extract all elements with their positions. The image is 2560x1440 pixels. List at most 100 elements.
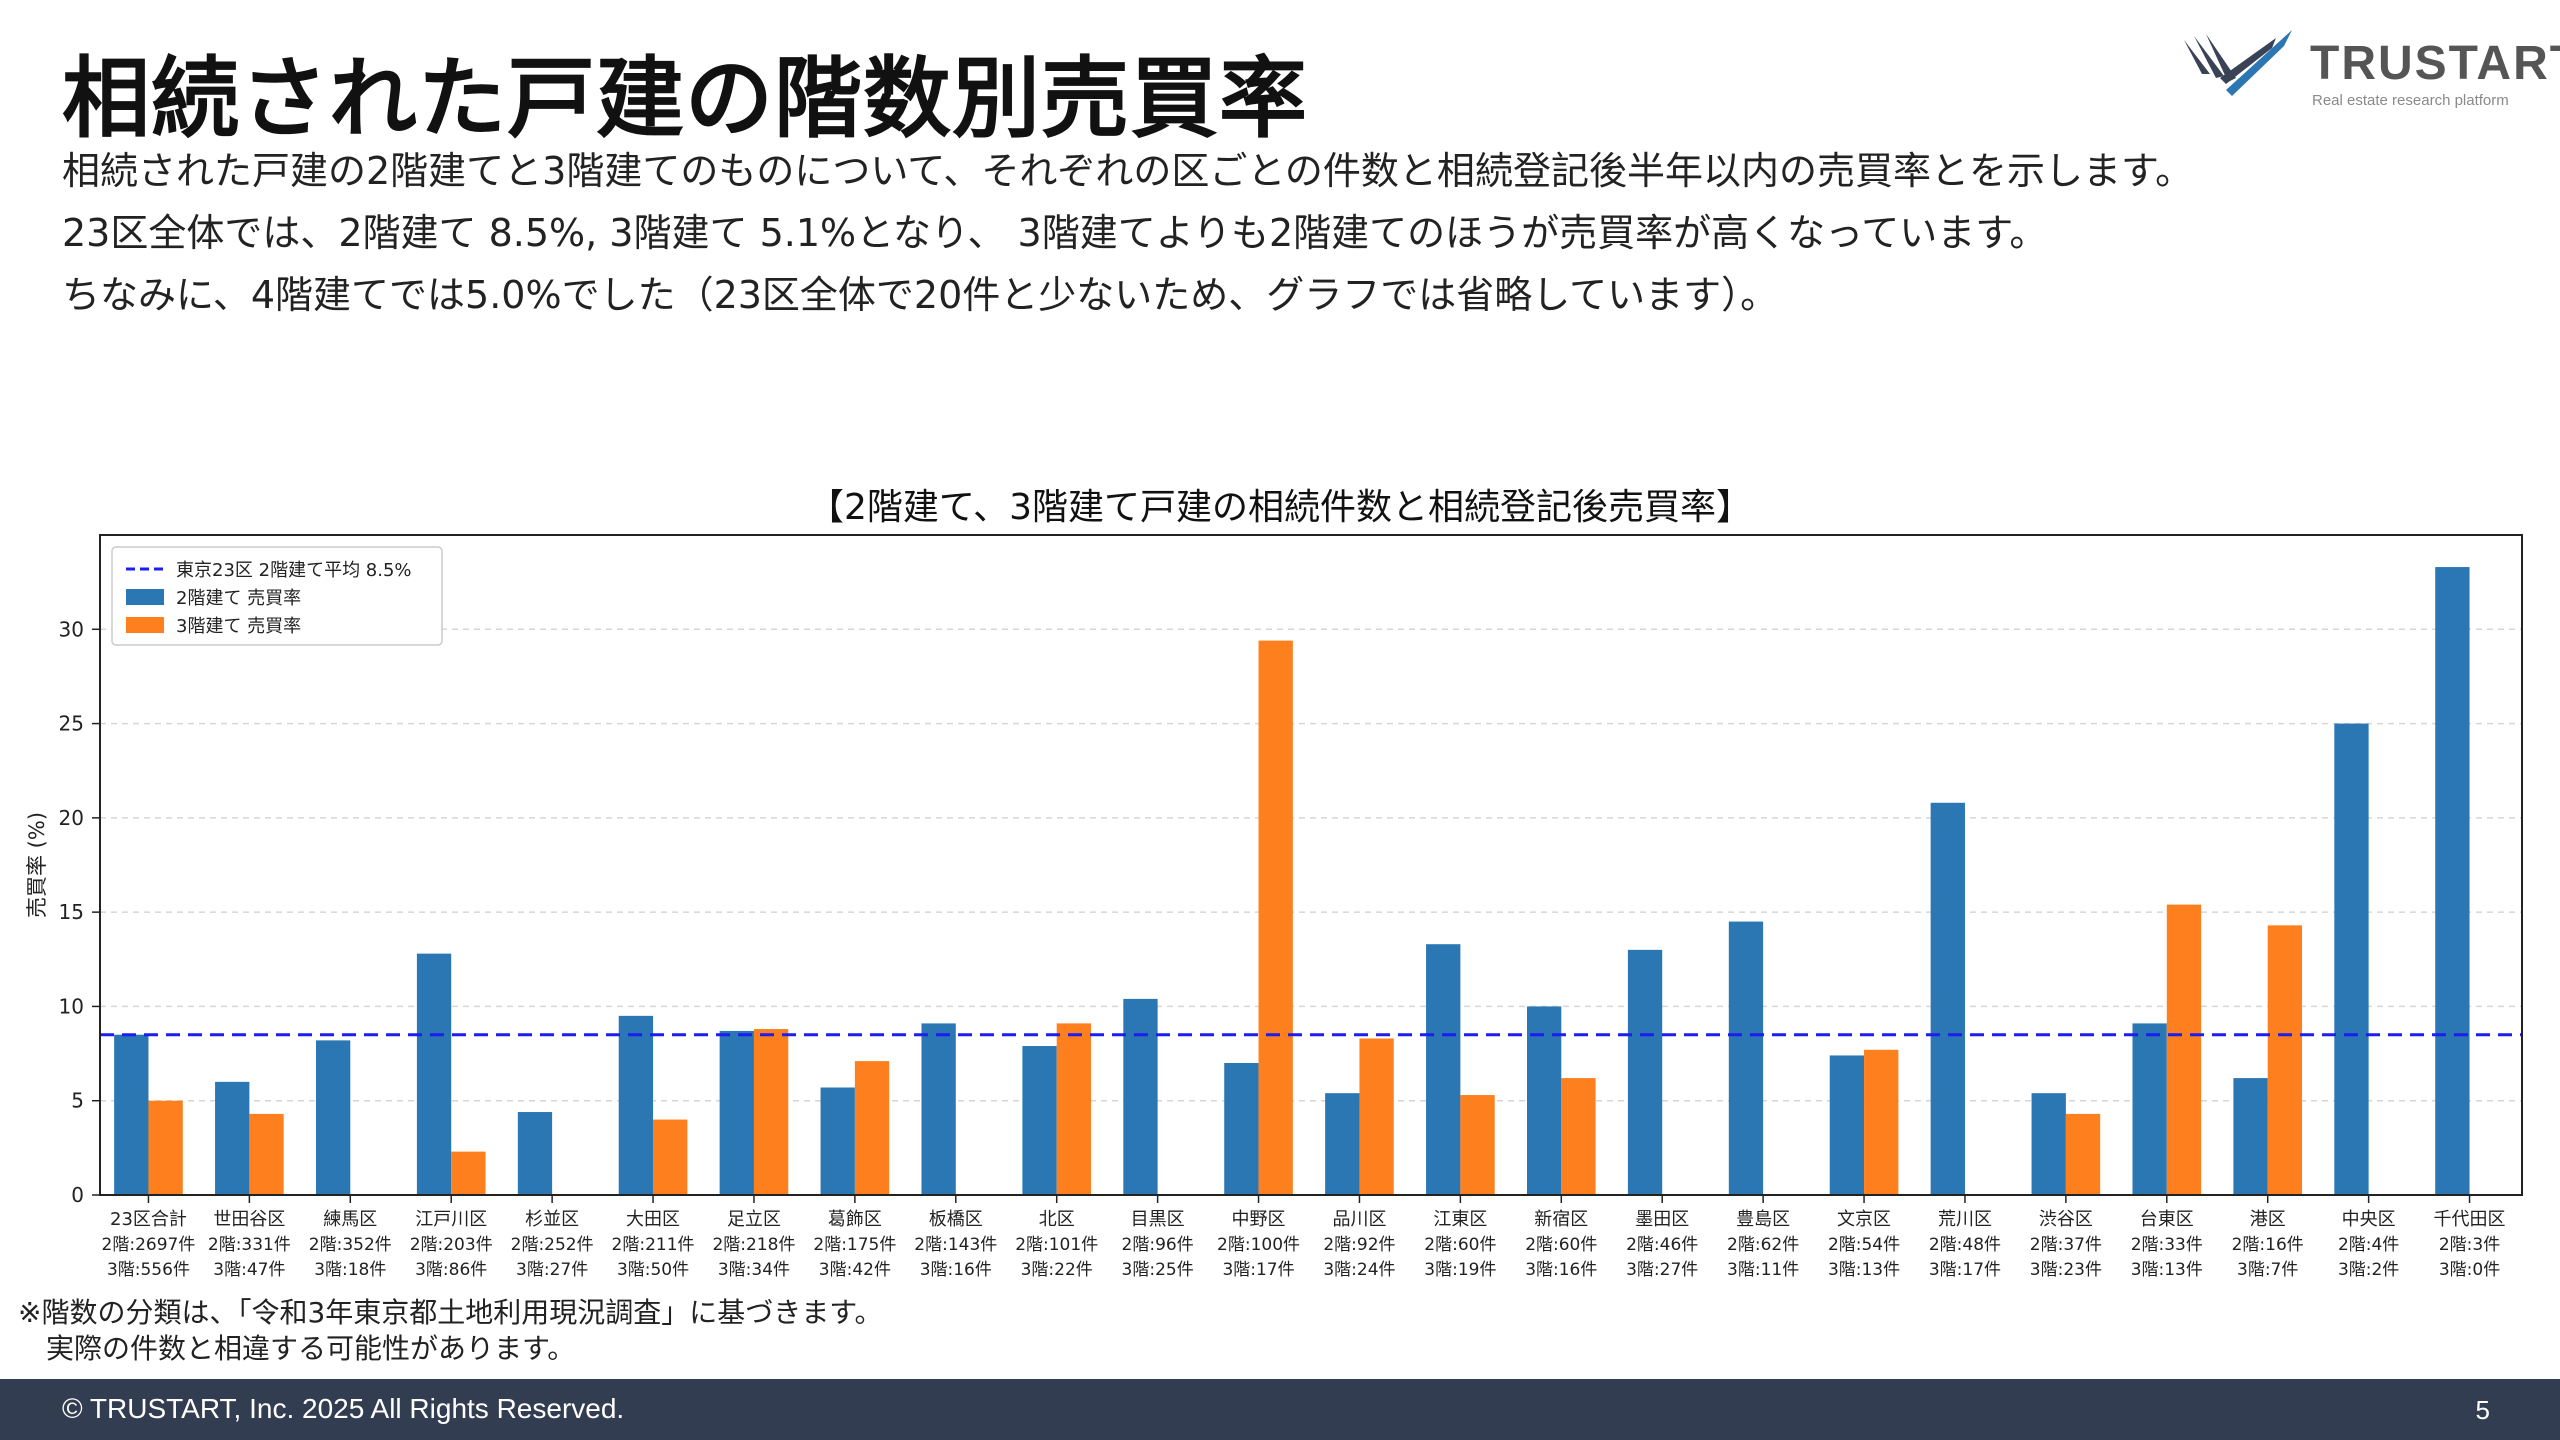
x-tick-label: 世田谷区 bbox=[213, 1209, 285, 1230]
bar-2f bbox=[1022, 1046, 1057, 1195]
x-tick-label: 江東区 bbox=[1433, 1209, 1487, 1230]
x-count-label-3f: 3階:2件 bbox=[2338, 1260, 2399, 1280]
bar-3f bbox=[1359, 1038, 1394, 1195]
x-count-label-2f: 2階:331件 bbox=[208, 1235, 291, 1255]
bar-2f bbox=[820, 1087, 855, 1195]
bar-2f bbox=[921, 1023, 956, 1195]
x-count-label-3f: 3階:556件 bbox=[107, 1260, 190, 1280]
bar-2f bbox=[2132, 1023, 2167, 1195]
x-tick-label: 足立区 bbox=[727, 1209, 781, 1230]
y-tick-label: 20 bbox=[59, 806, 84, 830]
bar-2f bbox=[1930, 802, 1965, 1195]
y-tick-label: 5 bbox=[71, 1089, 84, 1113]
bar-3f bbox=[2267, 925, 2303, 1195]
bar-2f bbox=[1829, 1055, 1865, 1195]
footnote-line-1: ※階数の分類は、「令和3年東京都土地利用現況調査」に基づきます。 bbox=[18, 1296, 883, 1329]
x-count-label-2f: 2階:4件 bbox=[2338, 1235, 2399, 1255]
plot-frame bbox=[99, 534, 2523, 1196]
legend-swatch-2f bbox=[126, 589, 164, 605]
logo-tagline: Real estate research platform bbox=[2312, 92, 2509, 109]
legend-label-reference: 東京23区 2階建て平均 8.5% bbox=[176, 560, 412, 581]
x-tick-label: 渋谷区 bbox=[2039, 1209, 2093, 1230]
logo-text: TRUSTART bbox=[2310, 37, 2560, 90]
x-count-label-2f: 2階:54件 bbox=[1828, 1235, 1900, 1255]
x-count-label-2f: 2階:37件 bbox=[2030, 1235, 2102, 1255]
x-count-label-2f: 2階:101件 bbox=[1015, 1235, 1098, 1255]
x-count-label-2f: 2階:175件 bbox=[813, 1235, 896, 1255]
footnote: ※階数の分類は、「令和3年東京都土地利用現況調査」に基づきます。 実際の件数と相… bbox=[18, 1295, 882, 1367]
x-count-label-2f: 2階:96件 bbox=[1122, 1235, 1194, 1255]
x-count-label-2f: 2階:60件 bbox=[1424, 1235, 1496, 1255]
x-count-label-3f: 3階:27件 bbox=[1626, 1260, 1698, 1280]
x-tick-label: 中野区 bbox=[1232, 1209, 1286, 1230]
x-count-label-3f: 3階:16件 bbox=[1525, 1260, 1597, 1280]
x-count-label-3f: 3階:13件 bbox=[2131, 1260, 2203, 1280]
bar-3f bbox=[1258, 640, 1293, 1195]
x-count-label-2f: 2階:62件 bbox=[1727, 1235, 1799, 1255]
bar-2f bbox=[2031, 1093, 2066, 1195]
bar-2f bbox=[618, 1015, 654, 1195]
bar-3f bbox=[1864, 1049, 1899, 1195]
bar-2f bbox=[1325, 1093, 1360, 1195]
x-tick-label: 新宿区 bbox=[1534, 1209, 1588, 1230]
x-count-label-3f: 3階:19件 bbox=[1424, 1260, 1496, 1280]
x-tick-label: 港区 bbox=[2250, 1209, 2286, 1230]
x-count-label-2f: 2階:143件 bbox=[914, 1235, 997, 1255]
x-tick-label: 杉並区 bbox=[525, 1209, 579, 1230]
bar-3f bbox=[2166, 904, 2202, 1195]
x-tick-label: 台東区 bbox=[2140, 1209, 2194, 1230]
x-count-label-3f: 3階:17件 bbox=[1222, 1260, 1294, 1280]
x-count-label-3f: 3階:47件 bbox=[213, 1260, 285, 1280]
x-count-label-3f: 3階:18件 bbox=[314, 1260, 386, 1280]
y-tick-label: 30 bbox=[59, 617, 84, 641]
legend-swatch-3f bbox=[126, 617, 164, 633]
x-count-label-3f: 3階:16件 bbox=[920, 1260, 992, 1280]
legend-label-3f: 3階建て 売買率 bbox=[176, 616, 301, 637]
x-tick-label: 板橋区 bbox=[929, 1209, 983, 1230]
copyright: © TRUSTART, Inc. 2025 All Rights Reserve… bbox=[62, 1393, 625, 1424]
x-count-label-2f: 2階:46件 bbox=[1626, 1235, 1698, 1255]
x-tick-label: 練馬区 bbox=[323, 1209, 377, 1230]
x-tick-label: 大田区 bbox=[626, 1209, 680, 1230]
x-count-label-2f: 2階:92件 bbox=[1323, 1235, 1395, 1255]
page-number: 5 bbox=[2475, 1395, 2490, 1425]
x-tick-label: 23区合計 bbox=[110, 1209, 187, 1230]
x-count-label-3f: 3階:7件 bbox=[2237, 1260, 2298, 1280]
x-count-label-2f: 2階:218件 bbox=[712, 1235, 795, 1255]
bar-2f bbox=[1526, 1006, 1562, 1195]
bar-3f bbox=[2065, 1113, 2101, 1195]
x-count-label-2f: 2階:48件 bbox=[1929, 1235, 2001, 1255]
x-tick-label: 文京区 bbox=[1837, 1209, 1891, 1230]
bar-3f bbox=[1460, 1095, 1495, 1195]
x-count-label-3f: 3階:25件 bbox=[1122, 1260, 1194, 1280]
bar-2f bbox=[1627, 949, 1663, 1195]
x-count-label-2f: 2階:60件 bbox=[1525, 1235, 1597, 1255]
x-count-label-2f: 2階:352件 bbox=[309, 1235, 392, 1255]
footnote-line-2: 実際の件数と相違する可能性があります。 bbox=[46, 1332, 576, 1365]
bar-2f bbox=[2334, 723, 2369, 1195]
y-tick-label: 10 bbox=[59, 994, 84, 1018]
x-count-label-2f: 2階:33件 bbox=[2131, 1235, 2203, 1255]
x-tick-label: 千代田区 bbox=[2434, 1209, 2506, 1230]
bar-3f bbox=[249, 1113, 284, 1195]
x-count-label-3f: 3階:23件 bbox=[2030, 1260, 2102, 1280]
x-count-label-3f: 3階:13件 bbox=[1828, 1260, 1900, 1280]
x-tick-label: 品川区 bbox=[1332, 1209, 1386, 1230]
x-tick-label: 葛飾区 bbox=[828, 1209, 882, 1230]
x-count-label-2f: 2階:2697件 bbox=[102, 1235, 196, 1255]
y-axis-label: 売買率 (%) bbox=[25, 812, 49, 918]
x-count-label-3f: 3階:34件 bbox=[718, 1260, 790, 1280]
bar-3f bbox=[451, 1151, 486, 1195]
x-count-label-3f: 3階:50件 bbox=[617, 1260, 689, 1280]
bar-chart: 0 5 10 15 20 25 30 売買率 (%) 23区合計 2階:2697件 3階:556件 世… bbox=[25, 534, 2523, 1280]
footer-bar: © TRUSTART, Inc. 2025 All Rights Reserve… bbox=[0, 1379, 2560, 1440]
x-count-label-3f: 3階:42件 bbox=[819, 1260, 891, 1280]
y-tick-label: 15 bbox=[59, 900, 84, 924]
x-count-label-2f: 2階:16件 bbox=[2232, 1235, 2304, 1255]
logo-mark-icon bbox=[2184, 30, 2292, 96]
x-count-label-2f: 2階:203件 bbox=[410, 1235, 493, 1255]
bar-3f bbox=[1056, 1023, 1092, 1195]
bar-2f bbox=[215, 1081, 250, 1195]
x-count-label-2f: 2階:100件 bbox=[1217, 1235, 1300, 1255]
x-count-label-2f: 2階:211件 bbox=[612, 1235, 695, 1255]
